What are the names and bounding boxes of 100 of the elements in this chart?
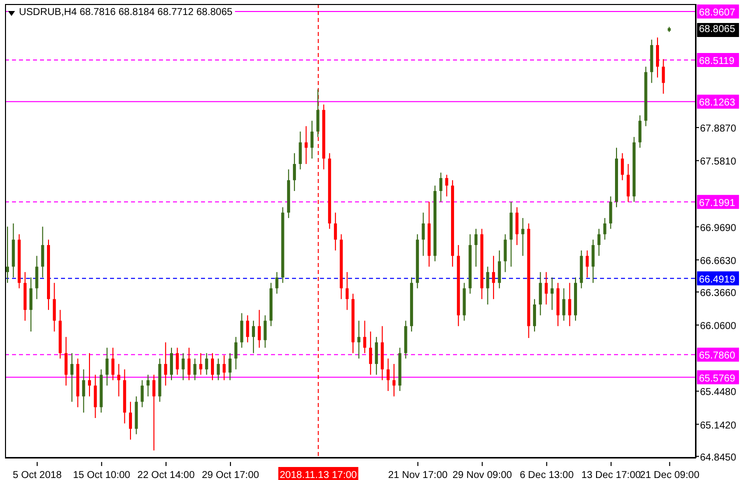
candlestick: [41, 226, 44, 278]
candlestick: [222, 354, 226, 381]
candlestick: [597, 228, 600, 256]
candlestick: [445, 174, 448, 197]
x-tick-label: 13 Dec 17:00: [581, 470, 642, 480]
candlestick: [170, 347, 173, 381]
text: 68.8065: [697, 23, 739, 37]
candlestick: [252, 320, 255, 354]
candlestick: [52, 282, 56, 332]
candlestick: [544, 272, 548, 306]
candlestick: [656, 37, 660, 78]
candlestick: [258, 309, 261, 348]
candlestick: [374, 336, 378, 376]
ref-line-label: 68.9607: [699, 7, 736, 18]
candlestick: [188, 347, 191, 381]
candlestick: [64, 336, 68, 386]
y-tick-label: 64.8450: [700, 452, 737, 464]
x-tick-label: 15 Oct 10:00: [72, 470, 131, 480]
candlestick: [486, 266, 490, 306]
candlestick: [140, 380, 144, 408]
ref-line-label: 68.1263: [699, 98, 736, 109]
candlestick: [304, 126, 308, 164]
candlestick: [128, 401, 132, 440]
candlestick: [264, 314, 267, 348]
candlestick: [246, 314, 250, 343]
y-tick-label: 66.3660: [700, 288, 737, 299]
candlestick: [562, 288, 566, 322]
candlestick: [164, 342, 168, 386]
x-tick-label: 29 Oct 17:00: [202, 470, 260, 480]
candlestick: [439, 172, 442, 202]
candlestick: [363, 320, 366, 354]
candlestick: [117, 363, 120, 397]
candlestick: [234, 336, 238, 370]
ref-line-label: 65.5769: [699, 373, 736, 384]
candlestick: [316, 88, 320, 138]
candlestick: [240, 312, 244, 348]
candlestick: [35, 255, 38, 300]
candlestick: [392, 363, 396, 397]
x-tick-label: 29 Nov 09:00: [452, 470, 512, 480]
candlestick: [638, 114, 642, 148]
candlestick: [334, 212, 337, 251]
candlestick: [228, 352, 232, 381]
candlestick: [199, 352, 202, 376]
candlestick: [521, 218, 524, 256]
y-tick-label: 67.5810: [700, 156, 737, 168]
candlestick: [310, 120, 314, 160]
x-tick-label: 5 Oct 2018: [12, 470, 62, 480]
candlestick: [193, 358, 196, 381]
candlestick: [609, 196, 612, 230]
candlestick: [275, 272, 278, 294]
candlestick: [210, 352, 214, 381]
candlestick: [292, 152, 296, 192]
candlestick: [357, 320, 360, 360]
candlestick: [586, 250, 589, 278]
candlestick: [386, 358, 390, 392]
candlestick: [146, 374, 150, 397]
candlestick: [70, 352, 74, 402]
y-tick-label: 65.4480: [700, 387, 737, 398]
y-tick-label: 65.1420: [700, 420, 737, 432]
candlestick: [176, 347, 179, 376]
candlestick: [6, 226, 9, 284]
candlestick: [94, 374, 97, 419]
candlestick: [626, 163, 630, 202]
x-tick-label: 6 Dec 13:00: [520, 470, 574, 480]
candlestick: [515, 206, 518, 246]
candlestick: [662, 58, 665, 94]
candlestick: [592, 239, 595, 284]
candlestick: [492, 255, 496, 300]
y-tick-label: 66.9690: [700, 222, 737, 234]
candlestick: [538, 272, 542, 316]
candlestick: [369, 331, 372, 376]
candlestick: [568, 282, 572, 327]
x-tick-label: 21 Nov 17:00: [388, 470, 448, 480]
candlestick: [346, 272, 349, 310]
candlestick: [620, 152, 624, 181]
ref-line-label: 66.4919: [699, 274, 736, 286]
candlestick: [152, 374, 156, 451]
y-tick-label: 67.8870: [700, 124, 737, 135]
ref-line-label: 68.5119: [699, 56, 735, 68]
candlestick: [29, 276, 32, 332]
candlestick: [88, 352, 91, 397]
x-tick-label: 22 Oct 14:00: [137, 470, 196, 480]
candlestick: [603, 218, 606, 240]
candlestick: [106, 347, 109, 386]
candlestick: [498, 250, 501, 289]
candlestick: [298, 131, 302, 170]
candlestick: [550, 276, 554, 310]
candlestick: [111, 347, 114, 381]
y-tick-label: 66.6630: [700, 256, 737, 267]
candlestick: [504, 234, 507, 273]
ref-line-label: 65.7860: [699, 350, 736, 362]
candlestick: [182, 352, 185, 381]
x-tick-label: 2018.11.13 17:00: [280, 470, 358, 480]
candlestick: [474, 228, 478, 268]
candlestick: [82, 368, 86, 414]
chart-title: USDRUB,H4 68.7816 68.8184 68.7712 68.8065: [19, 7, 232, 19]
y-tick-label: 66.0600: [700, 321, 737, 332]
candlestick: [216, 358, 220, 381]
candlestick: [533, 298, 536, 332]
candlestick: [205, 352, 208, 376]
